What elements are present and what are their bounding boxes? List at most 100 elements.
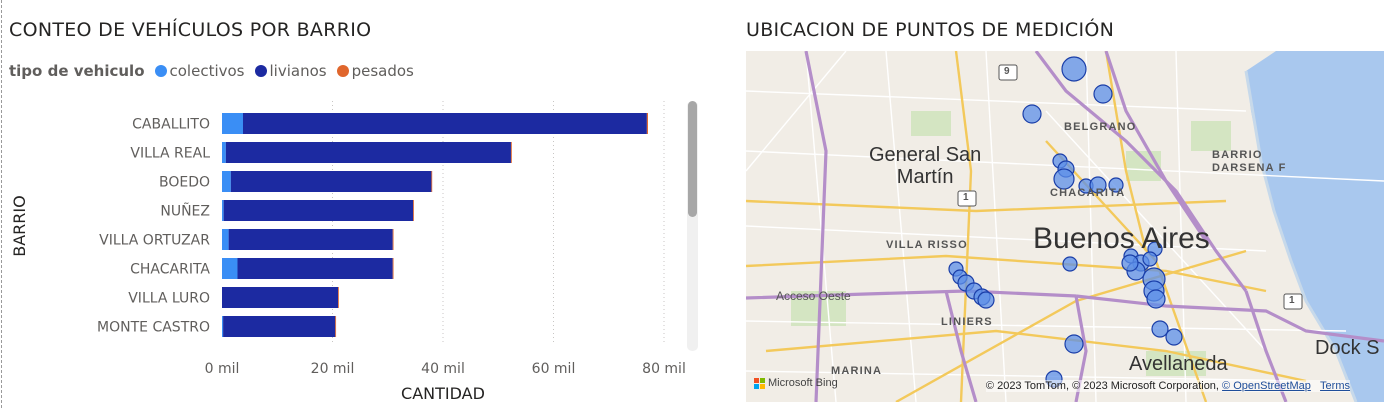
measurement-point-marker[interactable] xyxy=(1093,84,1113,104)
bar-colectivos[interactable] xyxy=(222,142,226,163)
measurement-point-marker[interactable] xyxy=(1146,289,1166,309)
map-label-marina: MARINA xyxy=(831,365,883,377)
measurement-point-marker[interactable] xyxy=(1062,256,1078,272)
x-tick-label: 80 mil xyxy=(642,361,686,377)
y-axis-title: BARRIO xyxy=(10,195,29,256)
openstreetmap-link[interactable]: © OpenStreetMap xyxy=(1222,380,1311,392)
coastline xyxy=(1244,70,1358,402)
bar-colectivos[interactable] xyxy=(222,200,224,221)
x-axis-title: CANTIDAD xyxy=(401,384,485,403)
bing-logo: Microsoft Bing xyxy=(754,377,838,389)
measurement-point-marker[interactable] xyxy=(1061,56,1087,82)
park-area xyxy=(1126,151,1161,181)
bar-colectivos[interactable] xyxy=(222,316,224,337)
measurement-point-marker[interactable] xyxy=(1089,176,1107,194)
map-label-belgrano: BELGRANO xyxy=(1064,121,1137,133)
park-area xyxy=(911,111,951,136)
bar-livianos[interactable] xyxy=(242,113,647,134)
legend-item-colectivos[interactable]: colectivos xyxy=(154,62,245,80)
terms-link[interactable]: Terms xyxy=(1320,380,1350,392)
chart-legend: tipo de vehiculo colectivos livianos pes… xyxy=(9,62,424,80)
category-label: NUÑEZ xyxy=(160,203,210,220)
highways xyxy=(746,51,1384,402)
bar-pesados[interactable] xyxy=(431,171,433,192)
map-label-villa-risso: VILLA RISSO xyxy=(886,239,968,251)
measurement-points[interactable] xyxy=(948,56,1183,388)
bar-colectivos[interactable] xyxy=(222,258,238,279)
category-label: CABALLITO xyxy=(132,117,210,133)
bar-livianos[interactable] xyxy=(223,200,414,221)
route-shield-1a xyxy=(957,190,977,207)
route-shield-1b xyxy=(1283,293,1303,310)
attribution-text: © 2023 TomTom, © 2023 Microsoft Corporat… xyxy=(985,380,1223,392)
legend-label-pesados: pesados xyxy=(351,62,414,80)
panel-left-border xyxy=(1,0,2,408)
bar-livianos[interactable] xyxy=(237,258,393,279)
bar-livianos[interactable] xyxy=(230,171,432,192)
map-label-chacarita: CHACARITA xyxy=(1050,187,1126,199)
measurement-point-marker[interactable] xyxy=(1053,168,1075,190)
map-label-barrio-darsena: BARRIO DARSENA F xyxy=(1212,149,1287,174)
category-label: CHACARITA xyxy=(130,262,210,278)
bar-pesados[interactable] xyxy=(392,258,394,279)
category-label: VILLA ORTUZAR xyxy=(99,233,210,249)
measurement-point-marker[interactable] xyxy=(1064,334,1084,354)
bar-livianos[interactable] xyxy=(225,142,511,163)
chart-title: CONTEO DE VEHÍCULOS POR BARRIO xyxy=(9,19,372,41)
route-label-9: 9 xyxy=(1004,66,1010,77)
legend-label-colectivos: colectivos xyxy=(169,62,245,80)
legend-title: tipo de vehiculo xyxy=(9,62,145,80)
bar-pesados[interactable] xyxy=(392,229,394,250)
category-label: BOEDO xyxy=(159,175,210,191)
category-label: VILLA LURO xyxy=(128,291,210,307)
bar-livianos[interactable] xyxy=(228,229,393,250)
legend-item-pesados[interactable]: pesados xyxy=(336,62,414,80)
river-water xyxy=(1246,51,1384,402)
legend-label-livianos: livianos xyxy=(269,62,327,80)
x-tick-label: 60 mil xyxy=(532,361,576,377)
microsoft-logo-icon xyxy=(754,377,765,389)
map-canvas[interactable] xyxy=(746,51,1384,402)
map-label-buenos-aires: Buenos Aires xyxy=(1033,222,1210,255)
legend-marker-livianos xyxy=(254,65,267,77)
bar-pesados[interactable] xyxy=(413,200,414,221)
route-label-1a: 1 xyxy=(963,192,969,203)
map-visual[interactable]: 9 1 1 General San Martín BELGRANO CHACAR… xyxy=(746,51,1384,402)
map-label-acceso-oeste: Acceso Oeste xyxy=(776,289,851,303)
bar-pesados[interactable] xyxy=(646,113,648,134)
measurement-point-marker[interactable] xyxy=(1121,254,1139,272)
bar-livianos[interactable] xyxy=(223,316,336,337)
bar-chart: CABALLITO VILLA REAL BOEDO NUÑEZ VILLA ORTUZ… xyxy=(10,101,686,403)
legend-item-livianos[interactable]: livianos xyxy=(254,62,327,80)
category-label: MONTE CASTRO xyxy=(97,320,210,336)
bar-colectivos[interactable] xyxy=(222,113,243,134)
arterial-roads xyxy=(746,51,1307,402)
bar-colectivos[interactable] xyxy=(222,171,231,192)
route-label-1b: 1 xyxy=(1289,295,1295,306)
legend-marker-pesados xyxy=(336,65,349,77)
measurement-point-marker[interactable] xyxy=(1022,104,1042,124)
x-tick-label: 20 mil xyxy=(311,361,355,377)
bar-pesados[interactable] xyxy=(335,316,337,337)
bar-pesados[interactable] xyxy=(338,287,339,308)
map-label-general-san-martin: General San Martín xyxy=(869,144,982,188)
park-area xyxy=(1191,121,1231,151)
route-shield-9 xyxy=(998,64,1018,81)
map-title: UBICACION DE PUNTOS DE MEDICIÓN xyxy=(746,19,1115,41)
x-tick-label: 40 mil xyxy=(421,361,465,377)
bing-logo-text: Microsoft Bing xyxy=(768,377,838,389)
bar-livianos[interactable] xyxy=(222,287,339,308)
measurement-point-marker[interactable] xyxy=(1142,251,1158,267)
map-label-dock-sud: Dock S xyxy=(1315,337,1380,359)
bar-colectivos[interactable] xyxy=(222,229,229,250)
legend-marker-colectivos xyxy=(154,65,167,77)
chart-scrollbar[interactable] xyxy=(687,101,698,351)
map-label-liniers: LINIERS xyxy=(941,316,993,328)
measurement-point-marker[interactable] xyxy=(977,291,995,309)
measurement-point-marker[interactable] xyxy=(1108,177,1124,193)
measurement-point-marker[interactable] xyxy=(1165,328,1183,346)
bar-pesados[interactable] xyxy=(510,142,512,163)
category-label: VILLA REAL xyxy=(130,146,210,162)
measurement-point-marker[interactable] xyxy=(1151,320,1169,338)
scrollbar-thumb[interactable] xyxy=(688,101,697,217)
